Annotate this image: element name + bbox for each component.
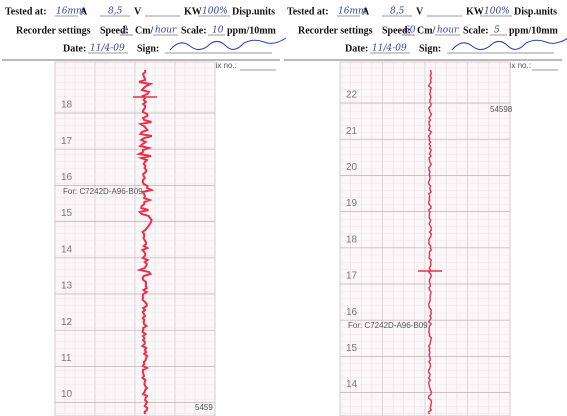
- strip-note: For: C7242D-A96-B09: [348, 321, 428, 330]
- strip-label: 11: [61, 353, 72, 364]
- unit: V: [416, 6, 424, 17]
- strip-label: 18: [346, 234, 358, 245]
- handwritten-value: 60: [404, 26, 416, 36]
- handwritten-value: hour: [155, 26, 177, 36]
- unit: Cm/: [417, 25, 436, 36]
- strip-label: 21: [346, 126, 358, 137]
- unit: Cm/: [135, 25, 154, 36]
- strip-label: 10: [61, 389, 73, 400]
- unit: A: [362, 6, 370, 17]
- strip-label: 13: [61, 281, 73, 292]
- unit: V: [134, 6, 142, 17]
- strip-serial: 5459: [195, 403, 213, 412]
- label: Recorder settings: [16, 25, 91, 36]
- strip-serial: 54598: [490, 105, 513, 114]
- strip-label: 14: [61, 244, 73, 255]
- handwritten-value: 2: [121, 26, 128, 36]
- handwritten-value: 8,5: [108, 7, 123, 17]
- unit: KW: [466, 6, 484, 17]
- handwritten-value: 8,5: [390, 7, 405, 17]
- label: Recorder settings: [298, 25, 373, 36]
- strip-label: 12: [61, 317, 73, 328]
- strip-label: 18: [61, 100, 73, 111]
- strip-chart: 18 17 16 15 14 13 12 11 10 For: C7242D-A96-B09 545…: [55, 62, 215, 416]
- strip-label: 22: [346, 90, 358, 101]
- strip-label: 15: [346, 343, 358, 354]
- unit: A: [80, 6, 88, 17]
- strip-label: 16: [61, 172, 73, 183]
- handwritten-value: 100%: [484, 7, 510, 17]
- strip-label: 20: [346, 162, 358, 173]
- label: Sign:: [137, 43, 159, 54]
- strip-label: 19: [346, 198, 358, 209]
- unit: Disp.units: [232, 6, 275, 17]
- strip-label: 16: [346, 307, 358, 318]
- strip-chart: 22 21 20 19 18 17 16 15 14 For: C7242D-A96-B09 545…: [340, 62, 513, 416]
- label: Date:: [345, 43, 368, 54]
- label: Scale:: [463, 25, 489, 36]
- handwritten-value: 100%: [202, 7, 228, 17]
- unit: KW: [184, 6, 202, 17]
- label: Sign:: [419, 43, 441, 54]
- handwritten-value: 11/4-09: [372, 44, 407, 54]
- handwritten-value: 5: [494, 26, 500, 36]
- label: Tested at:: [5, 6, 47, 17]
- label: Tested at:: [287, 6, 329, 17]
- strip-label: 17: [61, 136, 73, 147]
- label: Scale:: [181, 25, 207, 36]
- handwritten-value: 11/4-09: [90, 44, 125, 54]
- document: Tested at:16mmA8,5VKW100%Disp.unitsRecor…: [0, 0, 567, 416]
- unit: ppm/10mm: [509, 25, 559, 36]
- label: Date:: [63, 43, 86, 54]
- strip-label: 15: [61, 208, 73, 219]
- unit: Disp.units: [514, 6, 557, 17]
- strip-label: 14: [346, 379, 358, 390]
- strip-note: For: C7242D-A96-B09: [63, 187, 143, 196]
- handwritten-value: 10: [212, 26, 224, 36]
- unit: ppm/10mm: [227, 25, 277, 36]
- handwritten-value: hour: [437, 26, 459, 36]
- strip-label: 17: [346, 271, 358, 282]
